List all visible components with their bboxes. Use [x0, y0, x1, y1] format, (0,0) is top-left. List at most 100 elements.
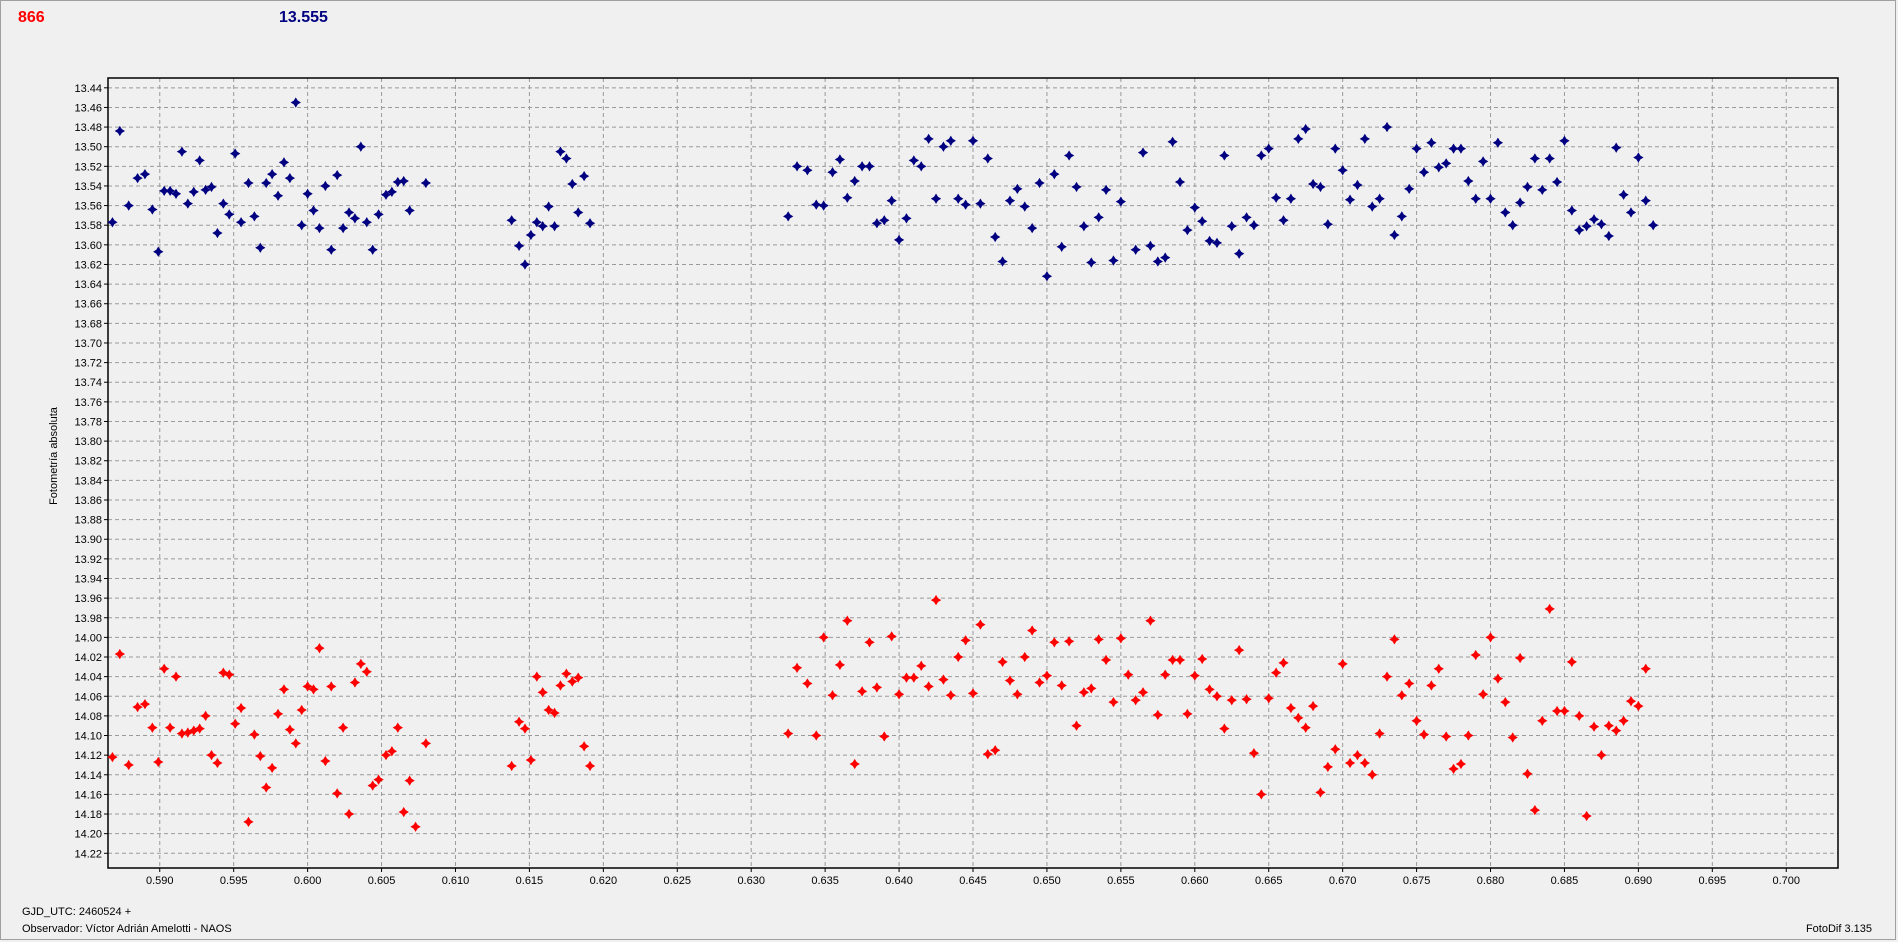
data-point-series-2 — [1145, 615, 1156, 626]
data-point-series-2 — [561, 668, 572, 679]
data-point-series-1 — [278, 157, 290, 168]
data-point-series-2 — [1485, 632, 1496, 643]
data-point-series-2 — [811, 730, 822, 741]
data-point-series-1 — [1204, 235, 1215, 247]
data-point-series-2 — [386, 746, 398, 757]
data-point-series-1 — [249, 211, 260, 222]
data-point-series-2 — [791, 662, 803, 673]
data-point-series-2 — [975, 619, 986, 630]
data-point-series-1 — [1226, 221, 1237, 232]
data-point-series-1 — [1463, 175, 1474, 187]
data-point-series-1 — [945, 135, 956, 146]
data-point-series-1 — [326, 244, 337, 255]
data-point-series-1 — [893, 234, 905, 246]
data-point-series-1 — [224, 209, 235, 220]
data-point-series-2 — [153, 756, 164, 768]
data-point-series-1 — [849, 175, 860, 187]
data-point-series-1 — [967, 135, 979, 146]
data-point-series-1 — [1182, 224, 1193, 236]
data-point-series-1 — [373, 209, 384, 220]
data-point-series-1 — [567, 178, 578, 190]
data-point-series-1 — [1137, 147, 1149, 158]
data-point-series-2 — [380, 749, 392, 761]
data-point-series-1 — [212, 227, 223, 239]
data-point-series-2 — [1004, 675, 1016, 686]
data-point-series-1 — [1293, 133, 1304, 144]
data-point-series-2 — [1514, 652, 1526, 664]
data-point-series-2 — [531, 671, 542, 682]
data-point-series-1 — [1618, 189, 1629, 200]
data-point-series-1 — [1270, 192, 1282, 203]
data-point-series-2 — [1477, 689, 1489, 700]
y-tick-label: 13.94 — [74, 573, 102, 585]
data-point-series-1 — [573, 207, 584, 218]
data-point-series-1 — [386, 186, 398, 197]
data-point-series-1 — [856, 161, 868, 172]
data-point-series-2 — [818, 632, 829, 643]
data-point-series-1 — [337, 222, 349, 234]
data-point-series-2 — [123, 759, 134, 771]
data-point-series-1 — [367, 244, 378, 255]
data-point-series-1 — [420, 177, 432, 189]
y-tick-label: 13.92 — [74, 554, 102, 566]
data-point-series-1 — [139, 169, 151, 180]
data-point-series-1 — [871, 218, 883, 229]
data-point-series-1 — [1130, 244, 1141, 255]
data-point-series-2 — [1248, 748, 1260, 759]
y-tick-label: 13.56 — [74, 201, 102, 213]
data-point-series-2 — [1492, 673, 1504, 684]
data-point-series-2 — [827, 690, 838, 701]
data-point-series-1 — [1418, 167, 1430, 178]
data-point-series-2 — [923, 681, 934, 692]
x-tick-label: 0.610 — [442, 875, 470, 887]
x-tick-label: 0.595 — [220, 875, 248, 887]
data-point-series-1 — [243, 177, 254, 189]
data-point-series-1 — [1381, 121, 1393, 133]
data-point-series-2 — [953, 651, 964, 663]
data-point-series-2 — [1367, 769, 1378, 780]
y-tick-label: 14.10 — [74, 731, 102, 743]
data-point-series-1 — [953, 193, 964, 204]
data-point-series-1 — [916, 161, 927, 172]
data-point-series-1 — [1477, 156, 1489, 167]
data-point-series-2 — [1300, 722, 1311, 733]
data-point-series-2 — [938, 674, 949, 685]
data-point-series-2 — [1293, 712, 1304, 724]
data-point-series-1 — [404, 205, 415, 216]
data-point-series-2 — [261, 782, 272, 793]
y-tick-label: 13.80 — [74, 436, 102, 448]
data-point-series-1 — [1603, 230, 1614, 242]
y-tick-label: 13.90 — [74, 534, 102, 546]
data-point-series-1 — [1344, 194, 1356, 205]
x-tick-label: 0.655 — [1107, 875, 1135, 887]
data-point-series-1 — [164, 185, 176, 197]
data-point-series-1 — [302, 188, 313, 199]
data-point-series-1 — [879, 215, 890, 226]
data-point-series-1 — [355, 141, 367, 152]
data-point-series-2 — [1093, 634, 1104, 645]
data-point-series-2 — [284, 724, 296, 735]
data-point-series-2 — [783, 728, 794, 739]
data-point-series-1 — [1396, 211, 1407, 222]
data-point-series-2 — [1012, 689, 1023, 700]
data-point-series-2 — [1411, 715, 1422, 726]
x-tick-label: 0.620 — [590, 875, 618, 887]
data-point-series-2 — [1330, 744, 1341, 755]
data-point-series-2 — [1226, 695, 1237, 706]
data-point-series-2 — [1381, 671, 1393, 682]
data-point-series-2 — [871, 682, 883, 693]
data-point-series-2 — [1463, 730, 1474, 741]
data-point-series-1 — [1322, 219, 1334, 230]
data-point-series-1 — [901, 213, 912, 224]
data-point-series-1 — [1433, 162, 1444, 173]
x-tick-label: 0.700 — [1772, 875, 1800, 887]
data-point-series-2 — [864, 637, 875, 648]
data-point-series-2 — [1041, 670, 1053, 681]
data-point-series-1 — [308, 205, 319, 216]
data-point-series-2 — [218, 667, 229, 678]
data-point-series-1 — [802, 165, 813, 176]
y-tick-label: 14.12 — [74, 750, 102, 762]
data-point-series-2 — [1233, 644, 1245, 656]
